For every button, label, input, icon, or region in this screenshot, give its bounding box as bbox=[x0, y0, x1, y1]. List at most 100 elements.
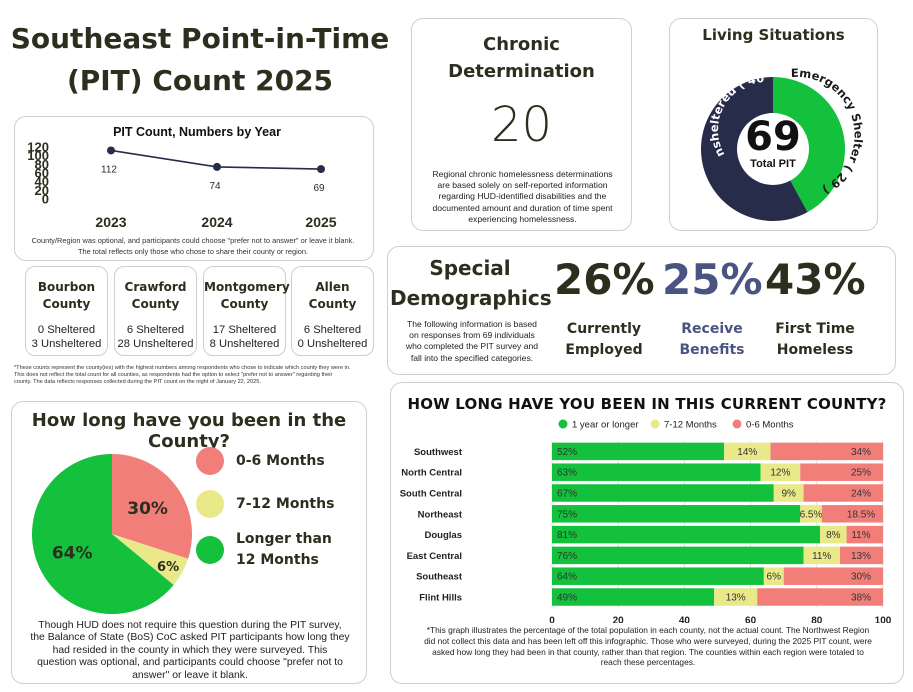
bar-label: 30% bbox=[851, 572, 871, 583]
legend-swatch bbox=[196, 447, 224, 475]
category-label: Southwest bbox=[414, 447, 463, 458]
region-note-line: *This graph illustrates the percentage o… bbox=[426, 625, 870, 635]
bar-label: 34% bbox=[851, 447, 871, 458]
bar-segment bbox=[803, 484, 883, 502]
first-time-label: First Time Homeless bbox=[765, 319, 865, 361]
bar-segment bbox=[552, 442, 725, 461]
county-unsheltered: 8 Unsheltered bbox=[209, 338, 280, 350]
x-tick: 0 bbox=[549, 615, 555, 623]
legend-label-line: Longer than bbox=[236, 531, 332, 547]
category-label: North Central bbox=[401, 468, 462, 479]
pie-slice-0-6-months bbox=[112, 454, 192, 559]
bar-label: 9% bbox=[781, 489, 796, 500]
pit-point-label: 112 bbox=[101, 164, 117, 175]
bar-label: 75% bbox=[557, 509, 577, 520]
county-note-line: This does not reflect the total count fo… bbox=[14, 372, 333, 378]
special-title-line: Special bbox=[429, 256, 511, 280]
bar-label: 81% bbox=[557, 530, 577, 541]
chronic-note: Regional chronic homelessness determinat… bbox=[426, 169, 619, 225]
legend-swatch bbox=[196, 536, 224, 564]
county-sheltered: 17 Sheltered bbox=[212, 324, 277, 336]
category-label: Southeast bbox=[416, 572, 463, 583]
category-label: South Central bbox=[400, 489, 462, 500]
legend-swatch bbox=[196, 490, 224, 518]
stat-label-line: First Time bbox=[775, 321, 855, 337]
county-name: Montgomery County bbox=[204, 279, 290, 313]
bar-label: 11% bbox=[851, 530, 870, 541]
bar-label: 25% bbox=[851, 468, 871, 479]
pit-y-tick: 0 bbox=[42, 192, 49, 207]
benefits-value: 25% bbox=[662, 255, 763, 304]
category-label: Flint Hills bbox=[419, 593, 462, 604]
county-card-crawford: Crawford County 6 Sheltered 28 Unshelter… bbox=[114, 266, 197, 356]
page-title-line-2: (PIT) Count 2025 bbox=[66, 64, 334, 97]
bar-segment bbox=[724, 442, 771, 461]
pit-y-tick: 40 bbox=[35, 174, 49, 189]
living-situations-donut: 69 Total PIT Unsheltered ( 40 ) Emergenc… bbox=[670, 19, 866, 222]
pit-y-tick: 80 bbox=[35, 157, 49, 172]
bar-segment bbox=[552, 588, 715, 606]
region-note: *This graph illustrates the percentage o… bbox=[399, 625, 897, 668]
pit-x-tick: 2024 bbox=[201, 214, 232, 230]
county-name-line: Montgomery bbox=[204, 280, 290, 294]
pit-x-tick: 2025 bbox=[305, 214, 336, 230]
county-unsheltered: 28 Unsheltered bbox=[117, 338, 194, 350]
pit-note-line-1: County/Region was optional, and particip… bbox=[32, 236, 355, 245]
x-tick: 40 bbox=[679, 615, 691, 623]
county-note: *These counts represent the county(ies) … bbox=[14, 365, 376, 386]
county-name-line: County bbox=[308, 297, 357, 311]
bar-segment bbox=[552, 546, 804, 565]
region-note-line: reach these percentages. bbox=[600, 657, 696, 668]
bar-segment bbox=[846, 525, 883, 544]
bar-label: 63% bbox=[557, 468, 577, 479]
bar-label: 13% bbox=[726, 593, 746, 604]
stat-label-line: Currently bbox=[566, 321, 642, 337]
page-title: Southeast Point-in-Time (PIT) Count 2025 bbox=[10, 18, 390, 102]
pit-point bbox=[107, 146, 115, 155]
chronic-note-line: documented amount and duration of time s… bbox=[432, 202, 613, 213]
page-title-line-1: Southeast Point-in-Time bbox=[10, 22, 390, 55]
employed-value: 26% bbox=[554, 255, 655, 304]
chronic-determination-card: Chronic Determination 20 Regional chroni… bbox=[411, 18, 632, 231]
county-sheltered: 0 Sheltered bbox=[37, 324, 96, 336]
bar-segment bbox=[757, 588, 883, 606]
pie-slice-longer-than-12-months bbox=[31, 454, 174, 614]
pit-line-chart: PIT Count, Numbers by Year 0204060801001… bbox=[27, 125, 355, 256]
duration-note-line: had resided in the county in which they … bbox=[52, 644, 328, 656]
pit-chart-title: PIT Count, Numbers by Year bbox=[113, 125, 281, 139]
county-sheltered: 6 Sheltered bbox=[303, 324, 362, 336]
pit-count-card: PIT Count, Numbers by Year 0 20 40 60 80 100 1… bbox=[14, 116, 374, 261]
county-card-allen: Allen County 6 Sheltered 0 Unsheltered bbox=[291, 266, 374, 356]
employed-label: Currently Employed bbox=[554, 319, 654, 361]
bar-label: 76% bbox=[557, 551, 577, 562]
living-situations-title: Living Situations bbox=[702, 26, 845, 44]
bar-label: 24% bbox=[851, 489, 871, 500]
donut-hole bbox=[737, 113, 809, 185]
bar-segment bbox=[773, 484, 804, 502]
legend-swatch bbox=[650, 419, 660, 429]
bar-segment bbox=[800, 463, 883, 481]
legend-label: 7-12 Months bbox=[664, 420, 717, 431]
stat-label-line: Receive bbox=[681, 321, 743, 337]
duration-note-line: answer" or leave it blank. bbox=[132, 669, 248, 681]
slice-label-0-6-months: 30% bbox=[127, 499, 168, 519]
region-note-line: asked how long they had been in that cou… bbox=[432, 646, 864, 657]
special-title-line: Demographics bbox=[390, 286, 552, 310]
bar-label: 14% bbox=[737, 447, 757, 458]
special-demographics-note: The following information is based on re… bbox=[396, 319, 548, 364]
special-note-line: fall into the specified categories. bbox=[410, 352, 534, 363]
legend-swatch bbox=[732, 419, 742, 429]
bar-segment bbox=[800, 505, 822, 523]
pie-slice-7-12-months bbox=[112, 534, 189, 585]
pit-y-tick: 120 bbox=[27, 140, 49, 155]
category-label: East Central bbox=[407, 551, 462, 562]
benefits-label: Receive Benefits bbox=[662, 319, 762, 361]
county-card-bourbon: Bourbon County 0 Sheltered 3 Unsheltered bbox=[25, 266, 108, 356]
pit-y-tick: 100 bbox=[27, 148, 49, 163]
county-unsheltered: 0 Unsheltered bbox=[297, 338, 368, 350]
category-label: Douglas bbox=[425, 530, 462, 541]
duration-note-line: question was optional, and participants … bbox=[37, 657, 343, 669]
legend-label: 0-6 Months bbox=[746, 420, 794, 431]
county-note-line: county. The data reflects responses coll… bbox=[14, 379, 261, 385]
duration-pie-chart: 30% 6% 64% bbox=[31, 454, 192, 614]
